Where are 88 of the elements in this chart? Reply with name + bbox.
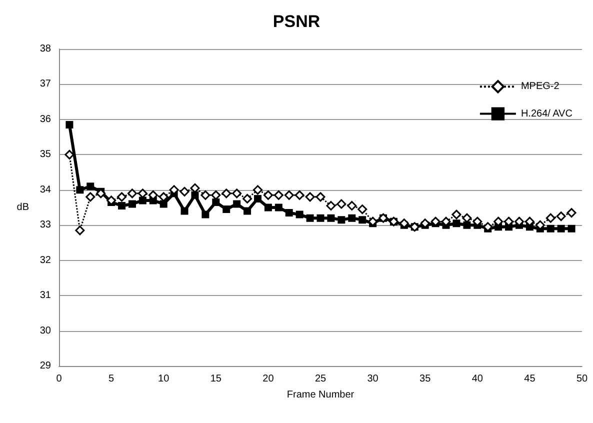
point xyxy=(452,220,460,228)
point xyxy=(158,192,168,202)
point xyxy=(557,224,565,232)
point xyxy=(180,186,190,196)
point xyxy=(127,188,137,198)
y-axis-title: dB xyxy=(16,202,30,213)
point xyxy=(546,213,556,223)
point xyxy=(66,120,74,128)
y-tick-label: 32 xyxy=(40,254,52,266)
x-tick-label: 40 xyxy=(472,374,484,384)
point xyxy=(348,214,356,222)
y-tick-label: 29 xyxy=(40,360,52,372)
y-tick-label: 38 xyxy=(40,44,52,54)
point xyxy=(347,200,357,210)
point xyxy=(244,207,252,215)
point xyxy=(463,221,471,229)
point xyxy=(190,183,200,193)
y-tick-label: 37 xyxy=(40,78,52,90)
x-tick-label: 10 xyxy=(158,374,170,384)
point xyxy=(180,207,188,215)
point xyxy=(232,188,242,198)
y-tick-label: 30 xyxy=(40,325,52,336)
x-axis-title: Frame Number xyxy=(286,390,355,400)
point xyxy=(222,188,232,198)
legend-label: H.264/ AVC xyxy=(520,108,572,120)
x-tick-label: 45 xyxy=(524,374,536,384)
y-tick-label: 34 xyxy=(40,184,52,196)
point xyxy=(148,190,158,200)
point xyxy=(274,204,282,212)
x-tick-label: 50 xyxy=(576,374,588,384)
point xyxy=(118,202,126,210)
point xyxy=(358,216,366,224)
point xyxy=(556,212,566,222)
point xyxy=(294,190,304,200)
point xyxy=(358,204,368,214)
point xyxy=(285,209,293,217)
x-tick-label: 25 xyxy=(314,374,326,384)
point xyxy=(327,214,335,222)
point xyxy=(535,220,545,230)
y-tick-label: 31 xyxy=(40,290,52,302)
point xyxy=(86,182,94,190)
point xyxy=(452,210,462,220)
point xyxy=(211,190,221,200)
point xyxy=(86,192,96,202)
point xyxy=(326,200,336,210)
point xyxy=(338,216,346,224)
x-tick-label: 15 xyxy=(210,374,222,384)
point xyxy=(264,204,272,212)
point xyxy=(254,194,262,202)
point xyxy=(274,190,284,200)
point xyxy=(191,191,199,199)
point xyxy=(233,200,241,208)
point xyxy=(316,192,326,202)
x-tick-label: 5 xyxy=(108,374,115,384)
point xyxy=(222,206,230,214)
point xyxy=(117,192,127,202)
x-tick-label: 35 xyxy=(420,374,432,384)
x-tick-label: 0 xyxy=(56,374,62,384)
point xyxy=(64,150,74,160)
point xyxy=(160,200,168,208)
chart-title: PSNR xyxy=(272,12,320,31)
point xyxy=(305,192,315,202)
point xyxy=(306,214,314,222)
point xyxy=(202,210,210,218)
x-tick-label: 30 xyxy=(367,374,379,384)
y-tick-label: 36 xyxy=(40,114,52,125)
point xyxy=(462,213,472,223)
y-tick-label: 33 xyxy=(40,220,52,231)
point xyxy=(336,199,346,209)
point xyxy=(568,224,576,232)
point xyxy=(316,214,324,222)
y-tick-label: 35 xyxy=(40,149,52,160)
point xyxy=(296,210,304,218)
point xyxy=(242,194,252,204)
point xyxy=(138,188,148,198)
x-tick-label: 20 xyxy=(262,374,274,384)
point xyxy=(252,185,262,195)
point xyxy=(546,224,554,232)
point xyxy=(200,190,210,200)
point xyxy=(284,190,294,200)
legend-label: MPEG-2 xyxy=(520,81,560,92)
point xyxy=(76,186,84,194)
point xyxy=(75,226,85,236)
point xyxy=(566,208,576,218)
point xyxy=(128,200,136,208)
point xyxy=(212,198,220,206)
point xyxy=(138,196,146,204)
point xyxy=(263,190,273,200)
